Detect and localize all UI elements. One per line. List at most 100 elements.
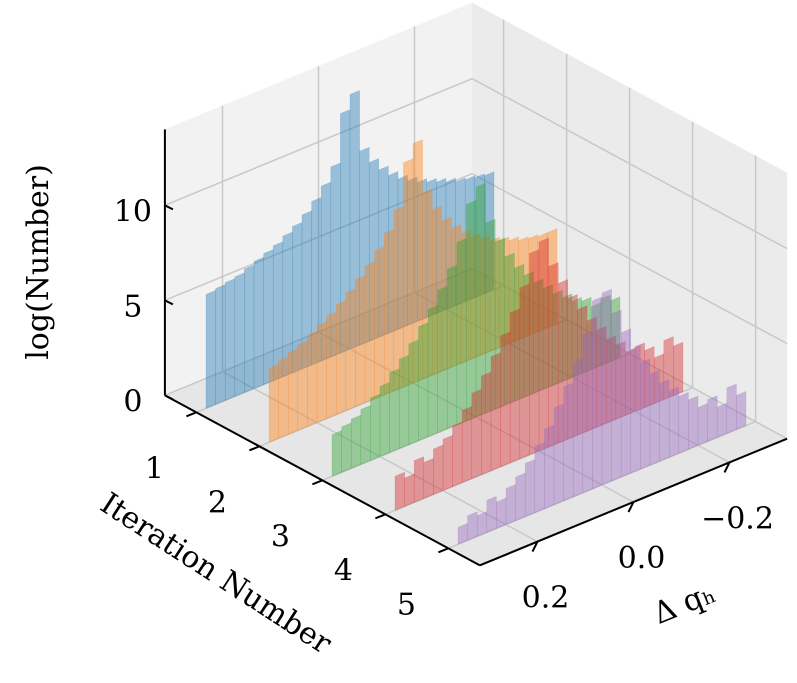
- bar: [471, 388, 482, 480]
- bar: [456, 238, 467, 426]
- bar: [600, 294, 611, 366]
- y-tick-label: 3: [271, 519, 290, 554]
- bar: [282, 231, 293, 378]
- bar: [394, 471, 405, 511]
- y-tick-label: 1: [145, 451, 164, 486]
- z-tick-label: 5: [123, 289, 142, 324]
- bar: [311, 197, 322, 366]
- bar: [586, 316, 597, 432]
- bar: [457, 522, 468, 545]
- y-axis: [164, 394, 481, 567]
- tick-mark: [186, 411, 197, 418]
- bar: [464, 175, 476, 302]
- bar: [508, 236, 519, 344]
- bar: [571, 297, 582, 378]
- z-tick-label: 10: [114, 194, 152, 229]
- bar: [474, 173, 485, 298]
- bar: [481, 371, 492, 476]
- bar: [316, 321, 327, 423]
- bar: [467, 511, 478, 541]
- bar: [389, 368, 400, 454]
- bar: [590, 302, 602, 370]
- bar: [537, 232, 548, 332]
- bar: [408, 339, 419, 446]
- bar: [552, 289, 563, 386]
- bar: [388, 171, 399, 334]
- bar: [553, 403, 564, 506]
- bar: [398, 355, 410, 450]
- bar: [442, 434, 453, 491]
- bar: [436, 177, 447, 314]
- bar: [253, 256, 264, 389]
- tick-mark: [627, 501, 635, 513]
- bar: [625, 348, 636, 416]
- bar: [548, 262, 559, 448]
- bar: [205, 290, 216, 409]
- bar: [431, 205, 443, 376]
- bar: [476, 511, 488, 537]
- bar: [364, 261, 375, 404]
- bar: [413, 456, 425, 503]
- bar: [345, 288, 356, 412]
- bar: [427, 305, 438, 438]
- bar: [659, 379, 670, 462]
- bar: [489, 236, 500, 352]
- bar: [268, 363, 279, 443]
- bar: [504, 252, 515, 406]
- bar: [688, 395, 699, 450]
- bar: [374, 246, 385, 400]
- bar: [490, 352, 501, 472]
- bar: [326, 311, 337, 420]
- bar: [437, 286, 448, 434]
- tick-mark: [375, 513, 386, 520]
- bar: [611, 309, 622, 482]
- tick-mark: [531, 541, 539, 553]
- bar: [542, 284, 554, 390]
- bar: [370, 393, 381, 461]
- tick-mark: [164, 299, 174, 306]
- bar: [418, 322, 429, 442]
- bar: [673, 341, 684, 396]
- bar: [663, 336, 674, 400]
- bar: [461, 406, 473, 484]
- bar: [634, 342, 645, 412]
- bar: [234, 272, 245, 397]
- bar: [393, 206, 404, 392]
- bar: [287, 348, 299, 435]
- bar: [452, 421, 463, 488]
- bar: [562, 293, 573, 382]
- bar: [630, 345, 641, 474]
- bar: [485, 218, 496, 414]
- bar: [484, 171, 495, 294]
- bar: [297, 340, 308, 431]
- bar: [422, 188, 433, 380]
- bar: [518, 236, 529, 340]
- bar: [335, 300, 347, 416]
- bar: [605, 335, 617, 424]
- tick-mark: [312, 479, 323, 486]
- bar: [640, 358, 651, 470]
- grid-line: [448, 420, 756, 550]
- bar: [451, 224, 462, 368]
- bar: [460, 229, 471, 364]
- bar: [592, 296, 603, 490]
- y-tick-label: 2: [208, 485, 227, 520]
- bar: [475, 182, 486, 418]
- bar: [529, 249, 540, 456]
- bar: [441, 216, 452, 372]
- bar: [596, 326, 607, 428]
- bar: [350, 414, 362, 469]
- bar: [577, 305, 588, 436]
- bar: [538, 237, 549, 452]
- bar: [519, 283, 530, 460]
- bar: [494, 237, 506, 410]
- tick-mark: [438, 547, 449, 554]
- bar: [215, 284, 226, 405]
- bar: [307, 331, 318, 427]
- bar: [378, 165, 389, 338]
- tick-mark: [164, 204, 174, 211]
- grid-line: [259, 318, 567, 448]
- bar: [423, 458, 434, 499]
- bar: [567, 294, 578, 440]
- bar: [524, 459, 536, 518]
